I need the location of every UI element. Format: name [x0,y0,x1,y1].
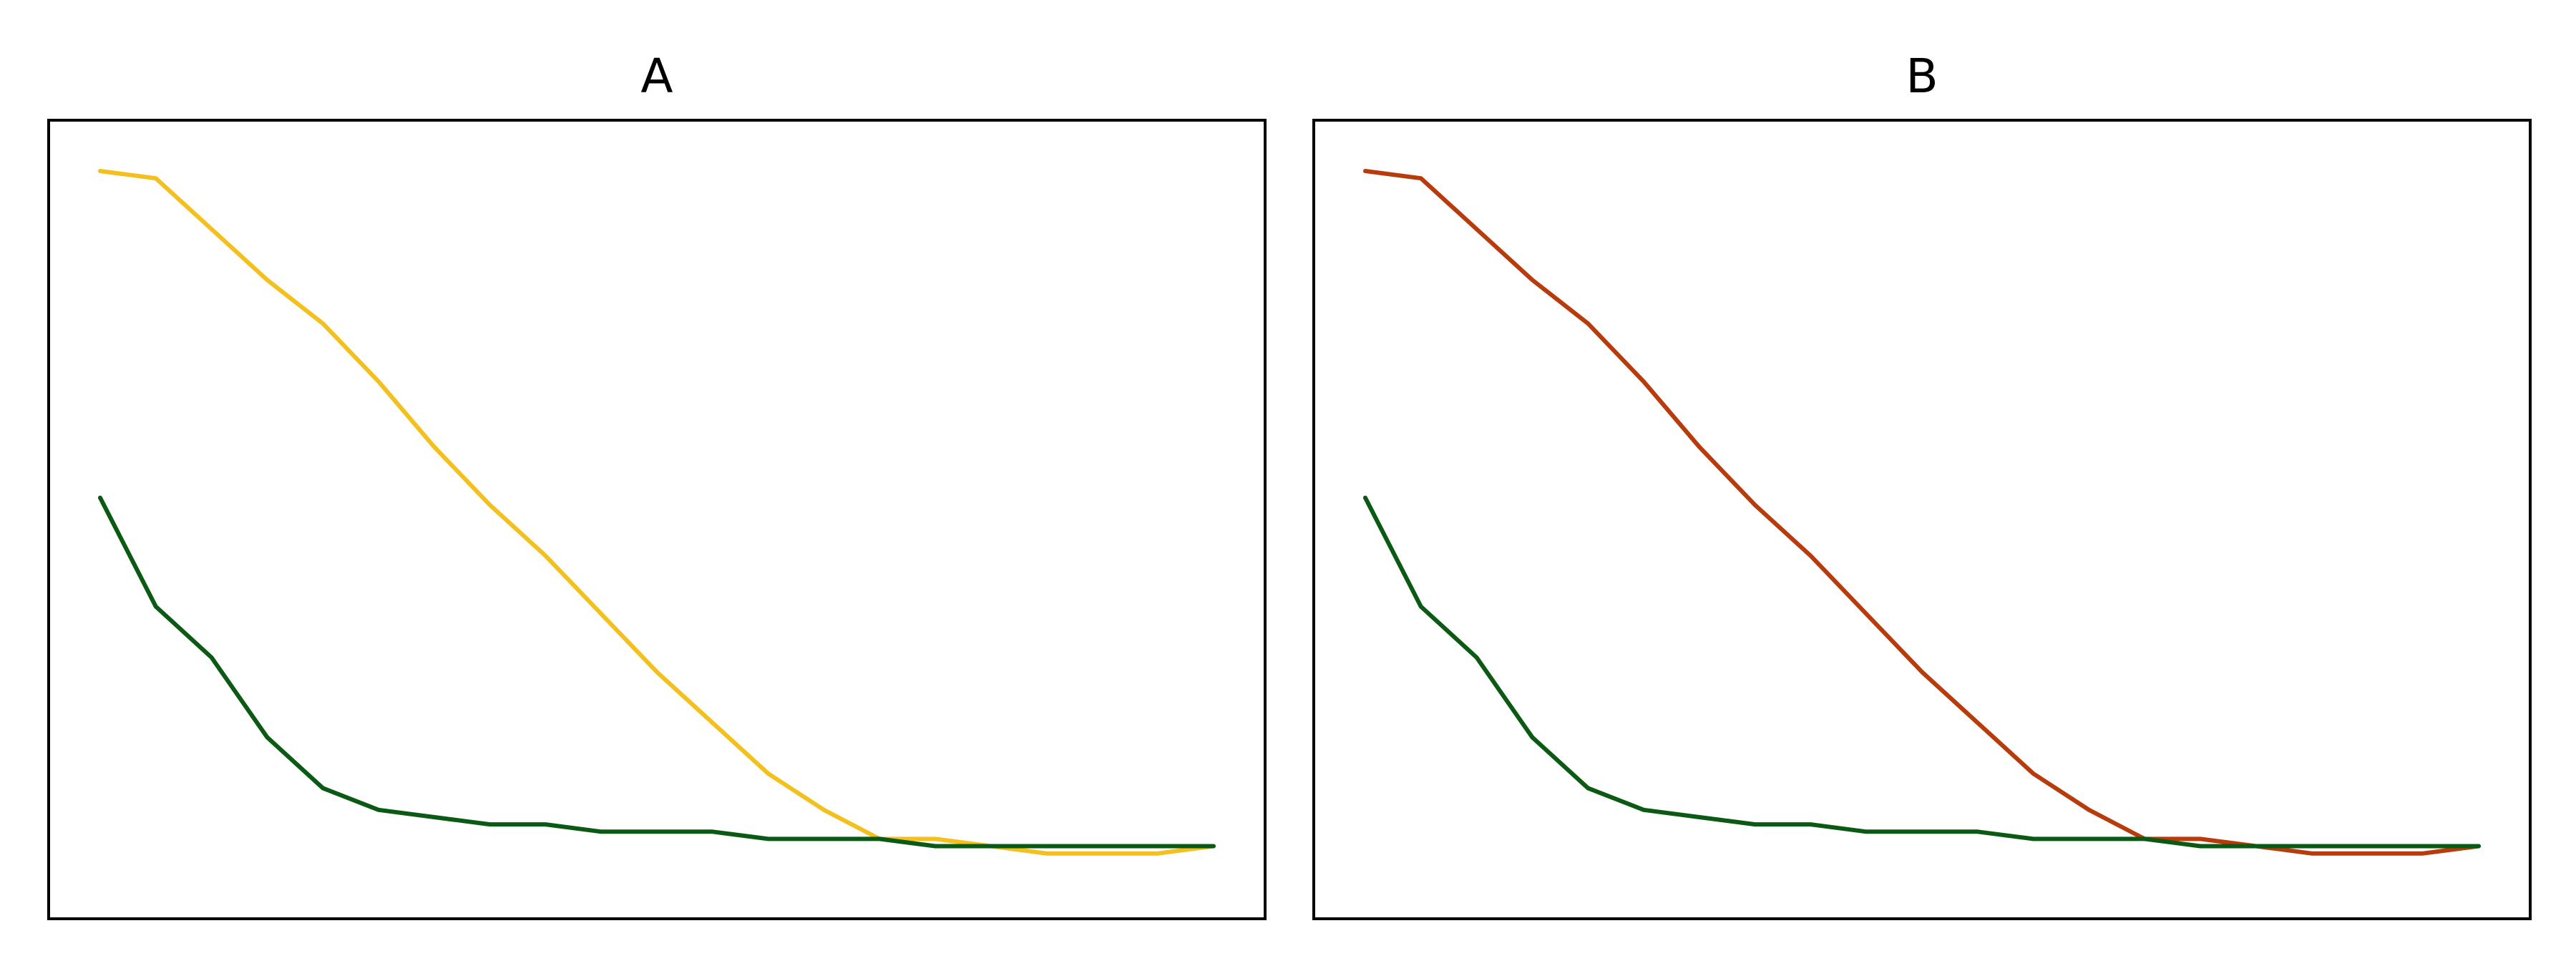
series-line-b-1 [1365,171,2479,854]
chart-panel-b: B [1288,0,2576,966]
plot-frame-b [1314,120,2530,919]
chart-panel-a: A [0,0,1288,966]
series-layer-a [100,171,1214,854]
series-layer-b [1365,171,2479,854]
chart-a [0,0,1288,966]
series-line-a-1 [100,171,1214,854]
chart-b [1288,0,2576,966]
plot-frame-a [49,120,1265,919]
